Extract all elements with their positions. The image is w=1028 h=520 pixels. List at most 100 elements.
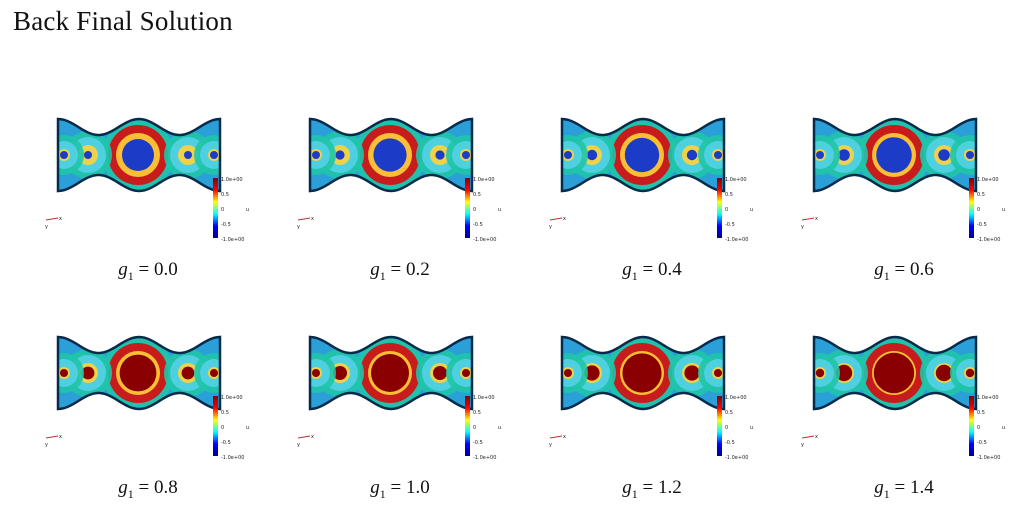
colorbar-variable-label: u [246,425,249,431]
colorbar-tick-label: 0 [977,207,980,213]
colorbar-tick-label: 1.0e+00 [725,177,747,183]
caption-subscript: 1 [127,268,134,283]
axes-glyph-icon: xy [45,434,62,448]
caption-variable: g [622,477,632,498]
solution-panel: 1.0e+00 0.5 0 -0.5 -1.0e+00 u x y g1 = 0.0 [28,110,268,290]
colorbar-tick-label: -1.0e+00 [725,237,748,243]
caption-subscript: 1 [127,486,134,501]
caption-equals: = [889,477,910,498]
svg-text:y: y [549,224,552,230]
colorbar-variable-label: u [750,207,753,213]
colorbar-tick-label: -0.5 [725,222,735,228]
svg-text:x: x [563,216,566,222]
svg-text:y: y [549,442,552,448]
svg-text:x: x [311,434,314,440]
colorbar-tick-label: 0.5 [221,410,229,416]
colorbar-tick-label: 0.5 [473,192,481,198]
caption-equals: = [637,477,658,498]
colorbar-variable-label: u [1002,207,1005,213]
axes-glyph-icon: xy [801,434,818,448]
colorbar-tick-label: -0.5 [473,440,483,446]
colorbar-tick-label: 0 [473,207,476,213]
caption-equals: = [133,259,154,280]
svg-text:y: y [45,442,48,448]
svg-text:x: x [59,434,62,440]
caption-variable: g [370,477,380,498]
caption-value: 0.0 [153,259,178,280]
colorbar-tick-label: 0.5 [725,410,733,416]
caption-subscript: 1 [379,486,386,501]
caption-value: 0.4 [657,259,682,280]
caption-equals: = [385,259,406,280]
caption-subscript: 1 [631,268,638,283]
colorbar-variable-label: u [498,207,501,213]
caption-value: 0.2 [405,259,430,280]
axes-glyph-icon: xy [549,434,566,448]
caption-variable: g [370,259,380,280]
page-title: Back Final Solution [13,6,233,36]
colorbar-tick-label: -0.5 [725,440,735,446]
caption-subscript: 1 [379,268,386,283]
svg-text:x: x [815,434,818,440]
caption-equals: = [637,259,658,280]
svg-text:y: y [297,442,300,448]
caption-value: 0.8 [153,477,178,498]
colorbar-tick-label: -1.0e+00 [473,455,496,461]
colorbar-tick-label: 0 [977,425,980,431]
caption-value: 1.0 [405,477,430,498]
colorbar-tick-label: -1.0e+00 [977,455,1000,461]
colorbar-tick-label: -0.5 [473,222,483,228]
caption-value: 1.4 [909,477,934,498]
svg-text:x: x [815,216,818,222]
axes-glyph-icon: xy [801,216,818,230]
caption-subscript: 1 [883,268,890,283]
axes-glyph-icon: xy [297,434,314,448]
svg-text:y: y [297,224,300,230]
colorbar-tick-label: -0.5 [977,440,987,446]
panel-caption: g1 = 1.2 [532,477,772,502]
caption-subscript: 1 [883,486,890,501]
colorbar-tick-label: -1.0e+00 [221,455,244,461]
caption-equals: = [889,259,910,280]
caption-variable: g [874,477,884,498]
svg-text:y: y [45,224,48,230]
axes-glyph-icon: xy [45,216,62,230]
colorbar-tick-label: -0.5 [977,222,987,228]
colorbar-tick-label: 0 [725,425,728,431]
caption-variable: g [622,259,632,280]
caption-variable: g [874,259,884,280]
colorbar-tick-label: -1.0e+00 [725,455,748,461]
caption-subscript: 1 [631,486,638,501]
panel-caption: g1 = 0.8 [28,477,268,502]
axes-glyph-icon: xy [549,216,566,230]
svg-text:y: y [801,442,804,448]
caption-variable: g [118,259,128,280]
svg-text:x: x [59,216,62,222]
colorbar-tick-label: 1.0e+00 [725,395,747,401]
panel-caption: g1 = 0.0 [28,259,268,284]
colorbar-tick-label: 1.0e+00 [221,395,243,401]
colorbar-tick-label: 1.0e+00 [221,177,243,183]
panel-caption: g1 = 0.6 [784,259,1024,284]
caption-variable: g [118,477,128,498]
colorbar-tick-label: 0.5 [977,192,985,198]
colorbar-tick-label: 0 [473,425,476,431]
colorbar-variable-label: u [246,207,249,213]
caption-value: 1.2 [657,477,682,498]
solution-panel: 1.0e+00 0.5 0 -0.5 -1.0e+00 u x y g1 = 0.6 [784,110,1024,290]
caption-equals: = [385,477,406,498]
colorbar-tick-label: 0 [725,207,728,213]
colorbar-tick-label: -1.0e+00 [221,237,244,243]
colorbar-tick-label: -0.5 [221,222,231,228]
colorbar-tick-label: 0.5 [473,410,481,416]
colorbar-tick-label: 1.0e+00 [473,395,495,401]
colorbar-variable-label: u [498,425,501,431]
colorbar-tick-label: 0.5 [977,410,985,416]
